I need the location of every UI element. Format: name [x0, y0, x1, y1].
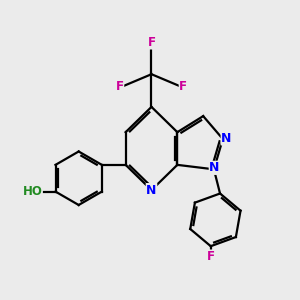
Text: F: F — [207, 250, 215, 263]
Text: F: F — [116, 80, 124, 93]
Text: N: N — [209, 161, 220, 174]
Text: N: N — [146, 184, 157, 196]
Text: HO: HO — [23, 185, 43, 198]
Text: F: F — [148, 36, 155, 49]
Text: N: N — [221, 132, 232, 145]
Text: F: F — [179, 80, 187, 93]
